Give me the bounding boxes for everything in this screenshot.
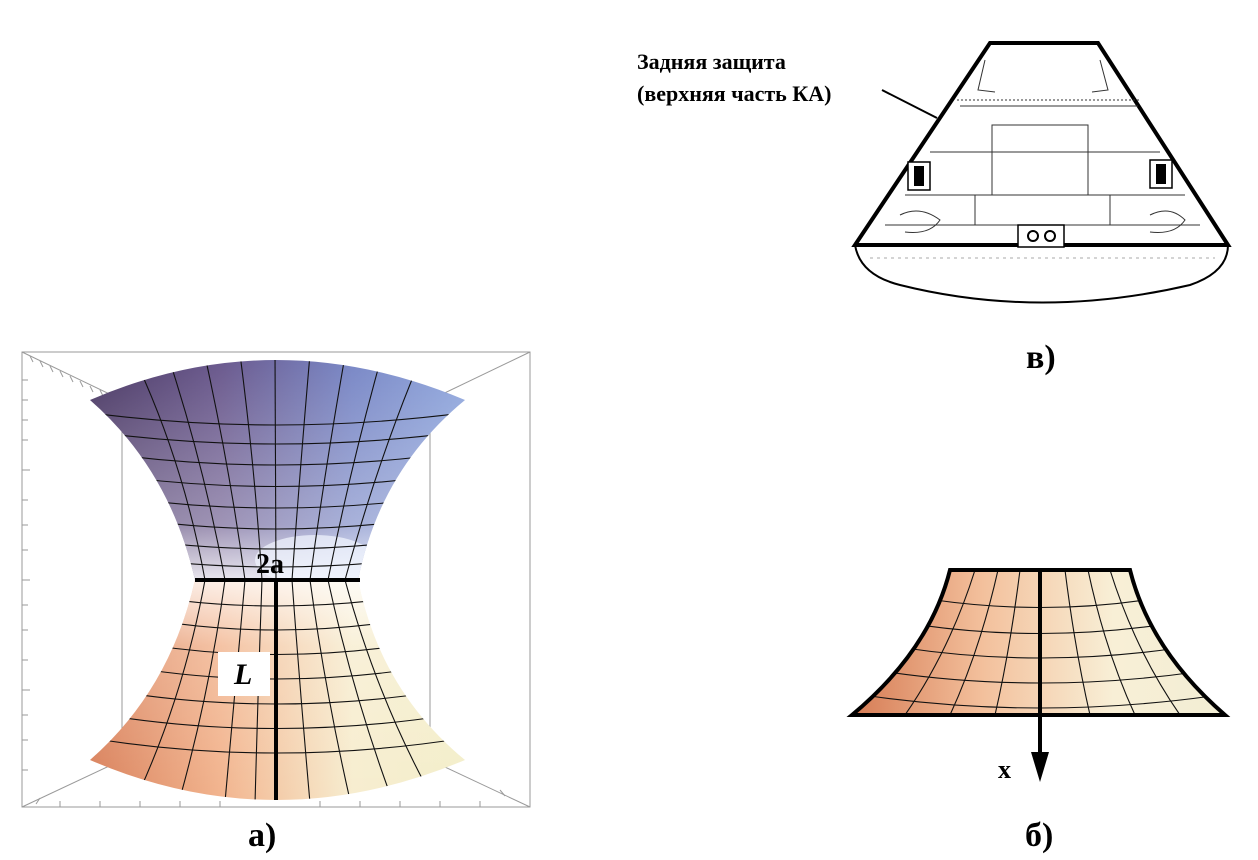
x-axis-label: x — [998, 755, 1011, 784]
annotation-leader — [881, 89, 938, 119]
annotation-line1: Задняя защита — [637, 49, 786, 74]
caption-a: а) — [248, 817, 276, 854]
caption-c: в) — [1026, 339, 1056, 376]
panel-b-outline — [846, 568, 1231, 717]
length-label: L — [233, 658, 252, 691]
tick-marks — [22, 355, 506, 807]
neck-label: 2a — [256, 549, 284, 580]
x-axis-arrowhead — [1031, 752, 1049, 782]
panel-c: Задняя защита (верхняя часть КА) в) — [637, 41, 1232, 376]
panel-b: x б) — [846, 568, 1231, 854]
annotation-line2: (верхняя часть КА) — [637, 81, 831, 106]
hyperboloid-upper-sheet — [90, 360, 465, 580]
caption-b: б) — [1025, 817, 1053, 854]
spacecraft-drawing — [851, 41, 1232, 304]
length-label-bg — [218, 652, 270, 696]
panel-a: 2a L а) — [21, 351, 531, 854]
